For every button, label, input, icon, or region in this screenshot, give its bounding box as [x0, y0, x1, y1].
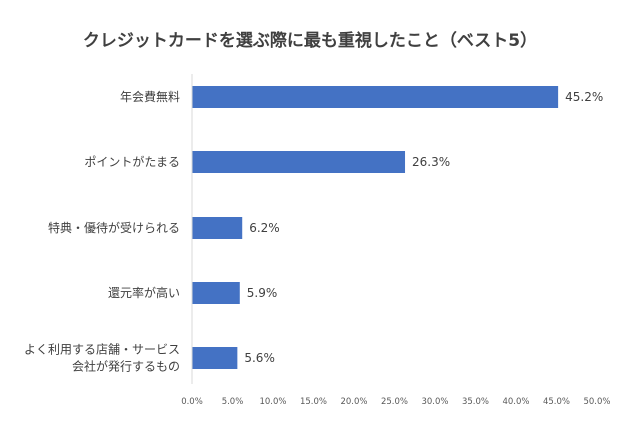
bar-3 [192, 282, 240, 304]
x-tick-label-9: 45.0% [543, 397, 570, 407]
x-tick-label-10: 50.0% [583, 397, 610, 407]
bar-2 [192, 217, 243, 239]
category-label-4-line-1: 会社が発行するもの [72, 359, 180, 374]
x-tick-label-7: 35.0% [462, 397, 489, 407]
value-label-4: 5.6% [244, 351, 274, 365]
category-label-1: ポイントがたまる [84, 154, 180, 169]
x-tick-label-6: 30.0% [421, 397, 448, 407]
category-label-0: 年会費無料 [120, 89, 180, 104]
x-tick-label-4: 20.0% [340, 397, 367, 407]
value-label-0: 45.2% [565, 90, 603, 104]
x-tick-label-2: 10.0% [259, 397, 286, 407]
value-label-2: 6.2% [249, 221, 280, 235]
bar-1 [192, 151, 406, 173]
category-label-4-line-0: よく利用する店舗・サービス [24, 343, 180, 357]
x-tick-label-1: 5.0% [222, 397, 244, 407]
chart-title: クレジットカードを選ぶ際に最も重視したこと（ベスト5） [82, 31, 538, 51]
bar-0 [192, 86, 559, 108]
x-tick-label-0: 0.0% [181, 397, 203, 407]
category-label-3: 還元率が高い [108, 285, 180, 300]
x-tick-label-5: 25.0% [381, 397, 408, 407]
x-tick-label-8: 40.0% [502, 397, 529, 407]
value-label-3: 5.9% [247, 286, 277, 300]
category-label-2: 特典・優待が受けられる [48, 220, 180, 235]
x-tick-label-3: 15.0% [300, 397, 327, 407]
value-label-1: 26.3% [412, 155, 450, 169]
bar-4 [192, 347, 238, 369]
